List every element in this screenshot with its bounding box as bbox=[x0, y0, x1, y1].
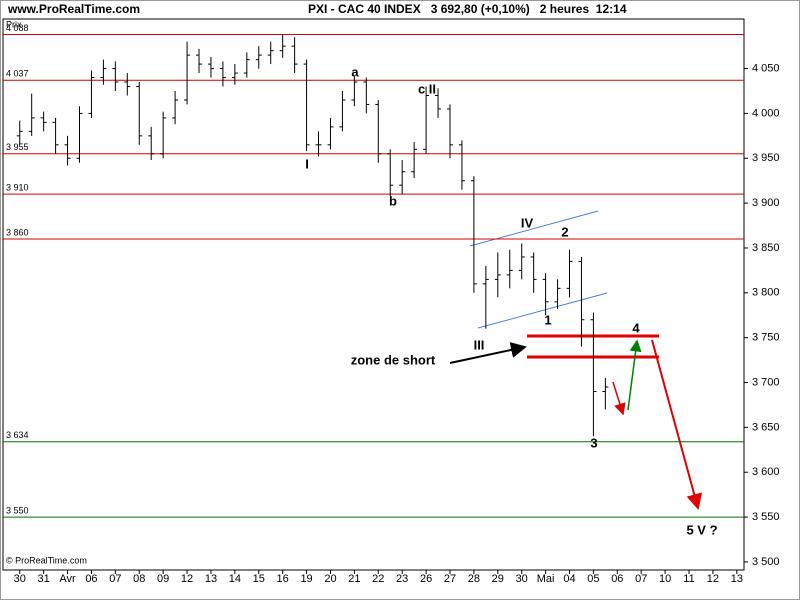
x-tick-label: 11 bbox=[683, 573, 694, 585]
copyright: © ProRealTime.com bbox=[6, 555, 87, 565]
channel-line bbox=[469, 210, 599, 247]
y-label: Prix bbox=[6, 19, 22, 29]
plot-frame bbox=[2, 18, 745, 571]
y-tick-label: 3 950 bbox=[752, 152, 780, 164]
x-tick-label: Mai bbox=[537, 573, 555, 585]
annotation: III bbox=[474, 337, 485, 352]
annotation: IV bbox=[521, 215, 534, 230]
arrow bbox=[612, 381, 626, 416]
x-tick-label: 19 bbox=[300, 573, 312, 585]
arrow bbox=[449, 342, 527, 364]
x-tick-label: 04 bbox=[563, 573, 575, 585]
x-tick-label: Avr bbox=[59, 573, 76, 585]
x-tick-label: 09 bbox=[157, 573, 169, 585]
x-tick-label: 30 bbox=[516, 573, 528, 585]
y-tick-label: 3 650 bbox=[752, 421, 780, 433]
x-tick-label: 30 bbox=[14, 573, 26, 585]
x-tick-label: 13 bbox=[205, 573, 217, 585]
y-tick-label: 3 800 bbox=[752, 287, 780, 299]
x-tick-label: 22 bbox=[372, 573, 384, 585]
y-tick-label: 3 900 bbox=[752, 197, 780, 209]
annotation: 3 bbox=[590, 435, 597, 450]
annotation: 1 bbox=[544, 312, 551, 327]
x-tick-label: 15 bbox=[253, 573, 265, 585]
y-tick-label: 3 600 bbox=[752, 466, 780, 478]
annotation: I bbox=[305, 156, 309, 171]
x-tick-label: 08 bbox=[133, 573, 145, 585]
y-tick-label: 4 000 bbox=[752, 107, 780, 119]
level-label: 4 037 bbox=[6, 69, 29, 79]
arrow bbox=[627, 339, 642, 411]
x-tick-label: 28 bbox=[468, 573, 480, 585]
y-tick-label: 3 850 bbox=[752, 242, 780, 254]
chart-title: PXI - CAC 40 INDEX 3 692,80 (+0,10%) 2 h… bbox=[308, 2, 627, 16]
x-tick-label: 29 bbox=[492, 573, 504, 585]
level-label: 4 088 bbox=[6, 23, 29, 33]
x-tick-label: 31 bbox=[38, 573, 50, 585]
x-tick-label: 07 bbox=[635, 573, 647, 585]
x-tick-label: 21 bbox=[348, 573, 360, 585]
y-tick-label: 3 550 bbox=[752, 511, 780, 523]
x-tick-label: 05 bbox=[587, 573, 599, 585]
x-tick-label: 12 bbox=[181, 573, 193, 585]
y-tick-label: 3 500 bbox=[752, 556, 780, 568]
x-tick-label: 26 bbox=[420, 573, 432, 585]
y-tick-label: 4 050 bbox=[752, 62, 780, 74]
site: www.ProRealTime.com bbox=[7, 2, 140, 16]
x-tick-label: 20 bbox=[324, 573, 336, 585]
level-label: 3 910 bbox=[6, 183, 29, 193]
x-tick-label: 16 bbox=[277, 573, 289, 585]
x-tick-label: 14 bbox=[229, 573, 241, 585]
level-label: 3 955 bbox=[6, 142, 29, 152]
channel-line bbox=[477, 292, 608, 329]
x-tick-label: 06 bbox=[85, 573, 97, 585]
annotation: 2 bbox=[561, 224, 568, 239]
annotation: b bbox=[389, 193, 397, 208]
annotation: zone de short bbox=[351, 352, 436, 367]
x-tick-label: 06 bbox=[611, 573, 623, 585]
annotation: 4 bbox=[632, 320, 640, 335]
annotation: 5 V ? bbox=[686, 522, 717, 537]
x-tick-label: 13 bbox=[731, 573, 743, 585]
x-tick-label: 23 bbox=[396, 573, 408, 585]
level-label: 3 550 bbox=[6, 505, 29, 515]
y-tick-label: 3 750 bbox=[752, 332, 780, 344]
arrow bbox=[651, 339, 703, 510]
x-tick-label: 12 bbox=[707, 573, 719, 585]
level-label: 3 634 bbox=[6, 430, 29, 440]
level-label: 3 860 bbox=[6, 227, 29, 237]
x-tick-label: 27 bbox=[444, 573, 456, 585]
annotation: c II bbox=[418, 81, 436, 96]
x-tick-label: 07 bbox=[109, 573, 121, 585]
y-tick-label: 3 700 bbox=[752, 376, 780, 388]
annotation: a bbox=[351, 64, 359, 79]
x-tick-label: 10 bbox=[659, 573, 671, 585]
